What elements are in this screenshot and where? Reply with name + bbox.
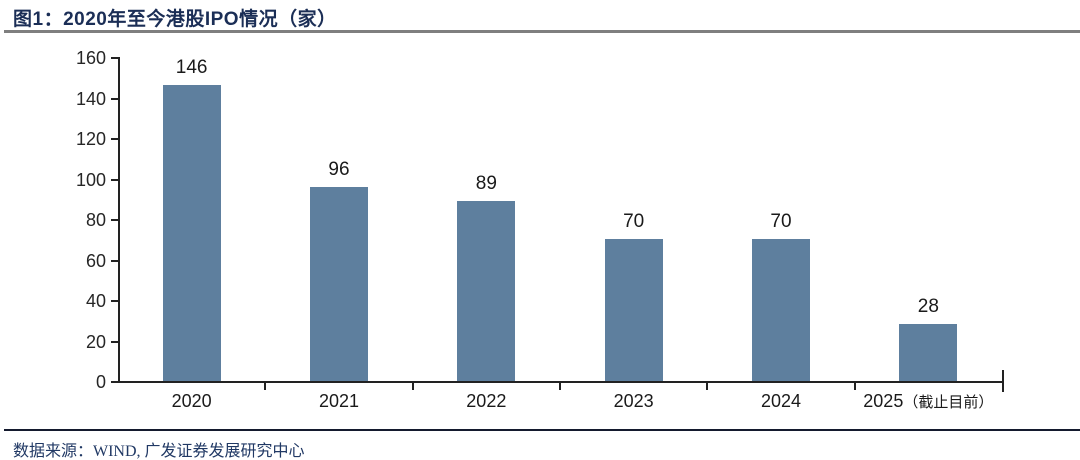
x-tick-label: 2020 xyxy=(118,391,265,412)
x-tick-label: 2022 xyxy=(413,391,560,412)
x-tick-year: 2025 xyxy=(863,391,904,411)
x-tick-label: 2025（截止目前） xyxy=(855,391,1002,412)
bar xyxy=(162,85,221,381)
y-axis-tick xyxy=(111,178,118,181)
y-tick-label: 80 xyxy=(85,210,106,230)
bar-value-label: 146 xyxy=(175,57,208,79)
y-tick-label: 140 xyxy=(75,88,106,109)
bar-value-label: 70 xyxy=(623,211,645,233)
x-tick-year: 2023 xyxy=(613,391,654,411)
x-axis-tick xyxy=(706,383,709,390)
x-tick-label: 2021 xyxy=(265,391,412,412)
bar-value-label: 70 xyxy=(770,211,792,233)
x-axis-tick xyxy=(853,383,856,390)
x-tick-year: 2024 xyxy=(760,391,802,411)
bar xyxy=(899,324,958,381)
x-tick-label-suffix: （截止目前） xyxy=(903,395,994,411)
x-axis-end-tick xyxy=(1002,370,1004,392)
y-axis-tick xyxy=(111,138,118,140)
bar xyxy=(752,239,810,381)
bar xyxy=(604,239,663,381)
x-tick-year: 2021 xyxy=(318,391,360,411)
x-axis-line xyxy=(118,381,1004,383)
bar-value-label: 28 xyxy=(917,296,939,318)
y-axis-tick xyxy=(111,97,118,100)
y-tick-label: 0 xyxy=(95,372,106,392)
x-tick-label: 2023 xyxy=(560,391,707,412)
data-source-note: 数据来源：WIND, 广发证券发展研究中心 xyxy=(13,443,305,460)
y-axis-tick xyxy=(111,340,118,343)
footer-divider-rule xyxy=(4,429,1080,431)
y-tick-label: 100 xyxy=(75,169,106,190)
y-tick-label: 120 xyxy=(75,129,106,149)
y-axis-tick xyxy=(111,219,118,221)
y-tick-label: 60 xyxy=(85,250,106,271)
title-divider-rule xyxy=(4,30,1080,33)
x-axis-tick xyxy=(411,383,414,390)
x-axis-tick xyxy=(264,383,267,390)
bar xyxy=(457,200,516,381)
y-axis-tick xyxy=(111,259,118,262)
y-tick-label: 160 xyxy=(75,48,106,68)
x-tick-year: 2022 xyxy=(466,391,507,411)
y-tick-label: 40 xyxy=(85,291,106,311)
y-tick-label: 20 xyxy=(85,331,106,352)
bar xyxy=(310,186,368,381)
x-tick-label: 2024 xyxy=(707,391,854,412)
bar-value-label: 89 xyxy=(475,172,497,194)
y-axis-tick xyxy=(111,300,118,302)
x-tick-year: 2020 xyxy=(171,391,212,411)
figure-title: 图1：2020年至今港股IPO情况（家） xyxy=(13,9,337,30)
y-axis-line xyxy=(118,57,120,383)
bar-value-label: 96 xyxy=(328,158,350,180)
y-axis-tick xyxy=(111,57,118,59)
y-axis-tick xyxy=(111,381,118,383)
ipo-bar-chart: 0 20 40 60 80 100 120 140 160 146 2020 96 2021 89 2022… xyxy=(0,40,1080,425)
x-axis-tick xyxy=(559,383,561,390)
